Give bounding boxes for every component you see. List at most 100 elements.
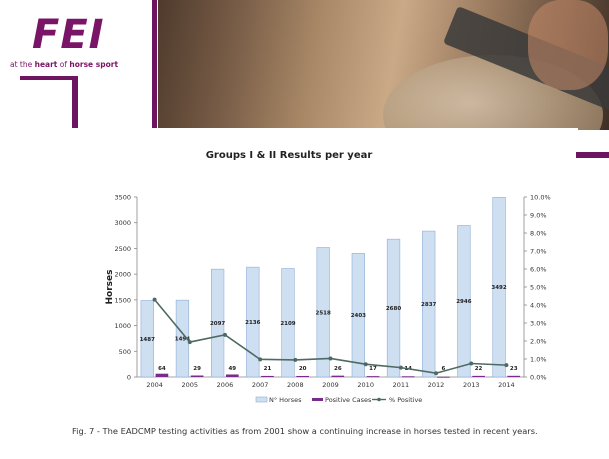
data-label-horses: 2097 [210, 321, 225, 327]
y-tick-label: 2500 [114, 245, 131, 253]
data-label-horses: 2680 [386, 306, 401, 312]
y-tick-label: 3500 [114, 194, 131, 202]
legend-label-positive: Positive Cases [325, 396, 372, 404]
bar-positive [507, 375, 521, 377]
bar-positive [155, 373, 169, 377]
y2-tick-label: 6.0% [530, 266, 547, 274]
y2-tick-label: 8.0% [530, 230, 547, 238]
point-percent-positive [363, 362, 368, 367]
point-percent-positive [469, 361, 474, 366]
y-tick-label: 1000 [114, 322, 131, 330]
bar-horses [281, 268, 295, 378]
logo-mark: FEI [32, 12, 105, 58]
x-tick-label: 2006 [217, 381, 234, 389]
data-label-positive: 23 [510, 366, 518, 372]
point-percent-positive [258, 357, 263, 362]
legend-label-horses: N° Horses [269, 396, 302, 404]
x-tick-label: 2011 [393, 381, 410, 389]
y2-tick-label: 9.0% [530, 212, 547, 220]
accent-bar-right [576, 152, 609, 158]
point-percent-positive [434, 371, 439, 376]
bar-horses [492, 197, 506, 378]
y-tick-label: 500 [119, 348, 131, 356]
data-label-horses: 2109 [280, 321, 295, 327]
y2-tick-label: 1.0% [530, 356, 547, 364]
data-label-positive: 22 [475, 366, 483, 372]
y2-tick-label: 10.0% [530, 194, 551, 202]
y-tick-label: 3000 [114, 219, 131, 227]
chart-title: Groups I & II Results per year [205, 150, 373, 161]
data-label-horses: 2403 [351, 313, 366, 319]
point-percent-positive [222, 332, 227, 337]
figure-caption: Fig. 7 - The EADCMP testing activities a… [72, 426, 538, 436]
hand-shape [528, 0, 608, 90]
data-label-positive: 29 [193, 366, 201, 372]
bar-horses [246, 266, 260, 378]
bar-horses [316, 247, 330, 378]
y2-tick-label: 4.0% [530, 302, 547, 310]
point-percent-positive [328, 356, 333, 361]
bar-horses [422, 230, 436, 378]
x-tick-label: 2014 [498, 381, 515, 389]
x-tick-label: 2013 [463, 381, 480, 389]
data-label-horses: 2837 [421, 302, 436, 308]
y2-tick-label: 0.0% [530, 374, 547, 382]
data-label-horses: 2518 [316, 310, 331, 316]
data-label-positive: 26 [334, 366, 342, 372]
point-percent-positive [504, 363, 509, 368]
data-label-positive: 49 [228, 366, 236, 372]
y2-tick-label: 3.0% [530, 320, 547, 328]
y2-tick-label: 7.0% [530, 248, 547, 256]
accent-bar-vertical [152, 0, 157, 128]
point-percent-positive [293, 357, 298, 362]
data-label-horses: 2946 [456, 299, 471, 305]
bar-horses [210, 268, 225, 378]
bar-positive [261, 375, 274, 377]
data-label-horses: 3492 [491, 285, 506, 291]
bar-positive [296, 375, 309, 377]
logo-tagline: at the heart of horse sport [10, 60, 119, 69]
y2-tick-label: 5.0% [530, 284, 547, 292]
data-label-positive: 64 [158, 366, 166, 372]
y-tick-label: 1500 [114, 296, 131, 304]
accent-bar-horizontal [20, 76, 78, 80]
accent-bar-vertical-short [72, 76, 78, 128]
bar-horses [140, 300, 154, 378]
bar-positive [366, 376, 380, 378]
bar-positive [437, 376, 450, 378]
y-axis-label: Horses [105, 270, 115, 305]
x-tick-label: 2005 [181, 381, 198, 389]
legend-swatch-positive [312, 398, 323, 401]
bar-positive [331, 375, 345, 377]
point-percent-positive [187, 340, 192, 345]
bar-horses [386, 238, 401, 378]
data-label-positive: 6 [441, 366, 445, 372]
x-tick-label: 2009 [322, 381, 339, 389]
x-tick-label: 2004 [146, 381, 163, 389]
y-tick-label: 0 [127, 374, 131, 382]
bar-positive [472, 375, 485, 377]
bar-horses [175, 299, 190, 378]
bar-horses [351, 253, 365, 378]
data-label-positive: 21 [264, 366, 272, 372]
data-label-horses: 2136 [245, 320, 260, 326]
bar-positive [190, 375, 204, 377]
bar-horses [457, 225, 471, 378]
point-percent-positive [398, 365, 403, 370]
data-label-horses: 1487 [140, 337, 155, 343]
point-percent-positive [152, 297, 157, 302]
data-label-horses: 1494 [175, 337, 190, 343]
legend-swatch-percent-point [377, 397, 381, 402]
legend-swatch-horses [255, 396, 268, 403]
header-photo [158, 0, 609, 130]
x-tick-label: 2008 [287, 381, 304, 389]
logo: FEI at the heart of horse sport [0, 0, 158, 84]
bar-positive [401, 376, 415, 378]
x-tick-label: 2007 [252, 381, 269, 389]
y-tick-label: 2000 [114, 271, 131, 279]
data-label-positive: 17 [369, 366, 377, 372]
legend-label-percent: % Positive [389, 396, 422, 404]
x-tick-label: 2010 [357, 381, 374, 389]
data-label-positive: 20 [299, 366, 307, 372]
y2-tick-label: 2.0% [530, 338, 547, 346]
